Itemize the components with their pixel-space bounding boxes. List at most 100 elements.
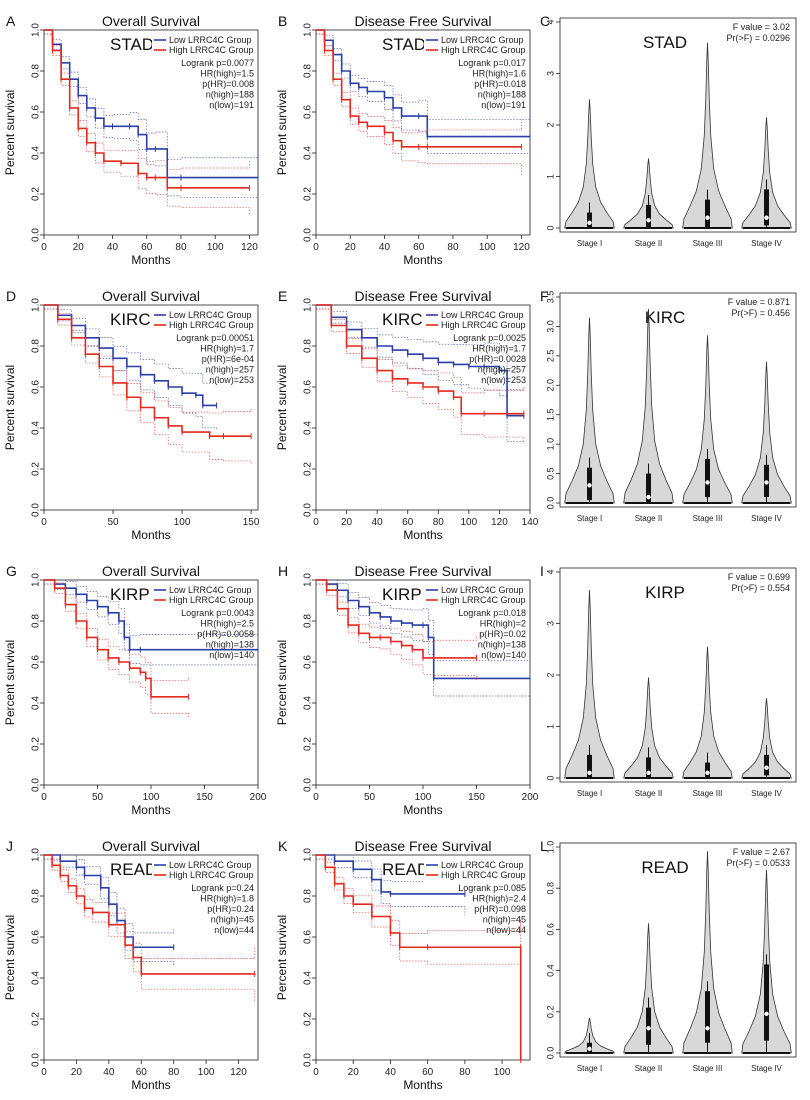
y-tick-label: 0.8 <box>31 614 42 628</box>
y-tick-label: 0.2 <box>303 187 314 201</box>
panel-title: Overall Survival <box>102 288 200 304</box>
violin-shape <box>623 677 674 779</box>
y-tick-label: 0.4 <box>31 971 42 985</box>
y-axis-label: Percent survival <box>275 640 289 725</box>
x-tick-label: 100 <box>207 242 224 253</box>
legend-box <box>424 307 528 333</box>
y-tick-label: 0.0 <box>31 228 42 242</box>
x-tick-label: 0 <box>313 242 319 253</box>
stat-line: F value = 2.67 <box>733 847 790 857</box>
plot-frame <box>559 842 797 1058</box>
stat-line: n(low)=191 <box>209 100 254 110</box>
stat-line: Logrank p=0.0077 <box>181 58 254 68</box>
violin-iqr-box <box>587 754 592 778</box>
y-tick-label: 2 <box>545 122 555 127</box>
cancer-label: KIRC <box>645 308 686 327</box>
legend-label: Low LRRC4C Group <box>441 310 524 320</box>
survival-ci-lower-high <box>316 858 522 1060</box>
x-tick-label: 120 <box>241 242 258 253</box>
x-tick-label: 120 <box>230 1067 247 1078</box>
violin-iqr-box <box>646 473 651 503</box>
violin-iqr-box <box>646 757 651 778</box>
y-tick-label: 2.5 <box>545 350 555 363</box>
stat-line: n(high)=257 <box>206 365 254 375</box>
stat-line: p(HR)=0.098 <box>474 904 526 914</box>
x-axis-label: Months <box>131 528 170 542</box>
x-tick-label: 60 <box>422 1067 434 1078</box>
survival-curve-high <box>316 579 477 659</box>
stat-line: HR(high)=2 <box>480 619 526 629</box>
cancer-label: KIRP <box>382 585 422 604</box>
violin-iqr-box <box>764 189 769 226</box>
stat-line: Pr(>F) = 0.456 <box>731 308 790 318</box>
violin-shape <box>741 698 792 779</box>
x-category-label: Stage II <box>635 1064 663 1073</box>
panel-letter: H <box>278 563 288 579</box>
y-tick-label: 0.5 <box>545 467 555 480</box>
survival-ci-upper-low <box>316 304 525 390</box>
stat-line: p(HR)=0.0028 <box>469 354 526 364</box>
violin-shape <box>682 42 733 229</box>
cancer-label: READ <box>110 860 157 879</box>
y-axis-label: Percent survival <box>3 640 17 725</box>
cancer-label: READ <box>641 858 688 877</box>
survival-ci-lower-high <box>316 33 522 175</box>
survival-ci-lower-high <box>44 858 256 1003</box>
legend-box <box>152 857 256 883</box>
survival-ci-upper-high <box>316 854 522 1033</box>
y-tick-label: 1 <box>545 174 555 179</box>
survival-curve-high <box>316 854 522 1060</box>
survival-ci-upper-low <box>44 579 259 637</box>
legend-box <box>424 32 528 58</box>
y-tick-label: 0.6 <box>303 655 314 669</box>
panel-letter: I <box>540 563 544 579</box>
x-tick-label: 200 <box>522 792 539 803</box>
cancer-label: STAD <box>382 35 426 54</box>
km-panel-A: Overall Survival A STAD 0 20 40 60 80 100 120 0.0 0… <box>3 13 259 267</box>
stat-line: HR(high)=1.5 <box>200 69 254 79</box>
legend-label: Low LRRC4C Group <box>169 585 252 595</box>
x-axis-label: Months <box>131 803 170 817</box>
cancer-label: STAD <box>643 33 687 52</box>
y-tick-label: 0.4 <box>303 696 314 710</box>
x-tick-label: 40 <box>379 242 391 253</box>
y-tick-label: 1 <box>545 724 555 729</box>
y-tick-label: 0.4 <box>545 964 555 977</box>
violin-iqr-box <box>705 762 710 778</box>
km-panel-D: Overall Survival D KIRC 0 50 100 150 0.0 0.2 0.4 0… <box>3 288 260 542</box>
survival-ci-lower-high <box>316 308 525 442</box>
y-tick-label: 2 <box>545 672 555 677</box>
legend-label: Low LRRC4C Group <box>169 860 252 870</box>
violin-shape <box>682 335 733 504</box>
y-tick-label: 0.0 <box>31 503 42 517</box>
x-tick-label: 150 <box>196 792 213 803</box>
panel-title: Disease Free Survival <box>355 13 492 29</box>
x-tick-label: 0 <box>41 242 47 253</box>
violin-median <box>587 770 592 776</box>
panel-letter: C <box>540 13 550 29</box>
plot-frame <box>315 29 531 236</box>
violin-median <box>587 1046 592 1052</box>
survival-curve-high <box>316 29 522 148</box>
violin-shape <box>564 590 615 779</box>
panel-title: Disease Free Survival <box>355 838 492 854</box>
y-axis-label: Percent survival <box>275 915 289 1000</box>
violin-shape <box>741 117 792 229</box>
x-tick-label: 50 <box>364 792 376 803</box>
x-category-label: Stage II <box>635 789 663 798</box>
stat-line: n(high)=138 <box>206 640 254 650</box>
stat-line: n(low)=140 <box>209 650 254 660</box>
panel-letter: F <box>540 288 549 304</box>
y-tick-label: 1.0 <box>303 298 314 312</box>
stat-line: Pr(>F) = 0.0533 <box>726 858 790 868</box>
panel-letter: J <box>6 838 13 854</box>
violin-iqr-box <box>705 991 710 1043</box>
legend-label: High LRRC4C Group <box>441 595 526 605</box>
y-tick-label: 0.0 <box>545 1047 555 1060</box>
stat-line: HR(high)=1.7 <box>472 344 526 354</box>
km-panel-G: Overall Survival G KIRP 0 50 100 150 200 0.0 0.2 0… <box>3 563 267 817</box>
stat-line: Logrank p=0.017 <box>458 58 526 68</box>
x-tick-label: 100 <box>198 1067 215 1078</box>
